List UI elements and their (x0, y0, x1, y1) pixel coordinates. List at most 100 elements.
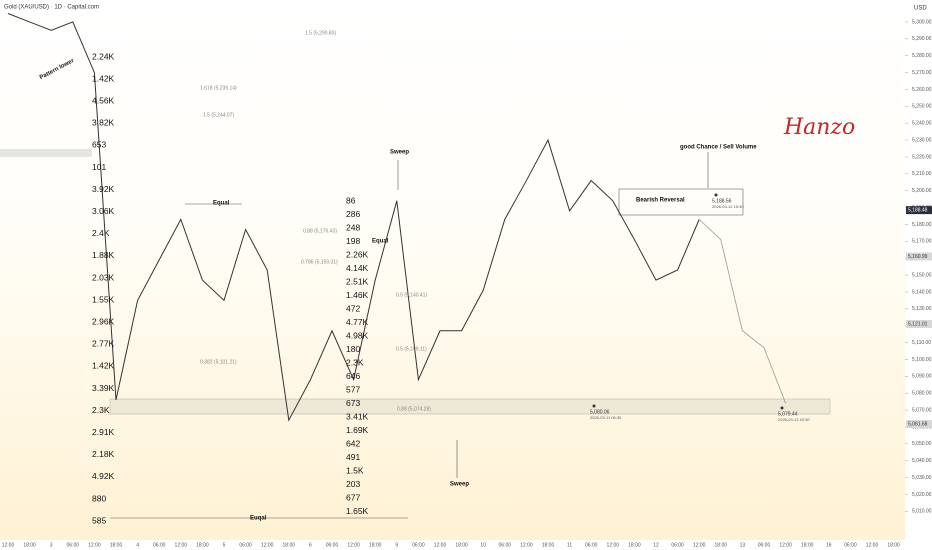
y-tick-label: 5,270.00 (912, 70, 932, 76)
x-tick-label: 10 (480, 542, 486, 548)
volume-label: 4.77K (346, 317, 369, 327)
point-marker (780, 406, 784, 410)
volume-label: 2.77K (92, 339, 115, 349)
reversal-box (618, 188, 744, 216)
annotation: 0.382 (5,101.21) (200, 359, 237, 365)
volume-label: 472 (346, 303, 360, 313)
x-tick-label: 18:00 (369, 542, 382, 548)
y-tick-label: 5,170.00 (912, 239, 932, 245)
y-tick-label: 5,200.00 (912, 188, 932, 194)
x-tick-label: 12 (653, 542, 659, 548)
price-label: 5,188.48 (908, 207, 928, 213)
price-label-box (906, 252, 932, 261)
volume-label: 2.4K (92, 228, 110, 238)
volume-label: 1.69K (346, 425, 369, 435)
y-tick-label: 5,080.00 (912, 391, 932, 397)
x-tick-label: 18:00 (23, 542, 36, 548)
volume-label: 86 (346, 195, 356, 205)
point-date: 2026-03-11 06:30 (590, 415, 622, 420)
y-tick-label: 5,070.00 (912, 407, 932, 413)
x-tick-label: 06:00 (499, 542, 512, 548)
volume-label: 180 (346, 344, 360, 354)
y-tick-label: 5,250.00 (912, 104, 932, 110)
annotation: 1.618 (5,239.14) (200, 85, 237, 91)
volume-label: 4.56K (92, 95, 115, 105)
price-label-box (906, 319, 932, 328)
x-tick-label: 12:00 (175, 542, 188, 548)
volume-label: 1.55K (92, 294, 115, 304)
y-tick-label: 5,240.00 (912, 121, 932, 127)
y-tick-label: 5,180.00 (912, 222, 932, 228)
price-line (698, 219, 786, 404)
x-tick-label: 5 (223, 542, 226, 548)
x-tick-label: 12:00 (866, 542, 879, 548)
x-tick-label: 18:00 (455, 542, 468, 548)
price-label: 5,160.99 (908, 254, 928, 260)
y-tick-label: 5,300.00 (912, 19, 932, 25)
x-tick-label: 18:00 (887, 542, 900, 548)
x-tick-label: 12:00 (693, 542, 706, 548)
chart-title: Gold (XAU/USD) · 1D · Capital.com (4, 5, 99, 11)
annotation: 0.786 (5,159.31) (301, 259, 338, 265)
price-label-box (906, 206, 932, 215)
y-tick-label: 5,220.00 (912, 154, 932, 160)
volume-label: 577 (346, 384, 360, 394)
x-tick-label: 18:00 (542, 542, 555, 548)
volume-label: 2.51K (346, 276, 369, 286)
x-tick-label: 06:00 (67, 542, 80, 548)
y-tick-label: 5,110.00 (912, 340, 931, 346)
annotation: good Chance / Sell Volume (680, 145, 757, 151)
volume-label: 3.41K (346, 411, 369, 421)
x-tick-label: 12:00 (88, 542, 101, 548)
y-tick-label: 5,280.00 (912, 53, 932, 59)
annotation: Equal (372, 239, 389, 245)
volume-label: 2.3K (346, 357, 364, 367)
volume-label: 2.03K (92, 272, 115, 282)
volume-label: 198 (346, 236, 360, 246)
point-price: 5,188.56 (712, 198, 732, 204)
y-tick-label: 5,290.00 (912, 36, 932, 42)
point-date: 2026-03-13 10:30 (778, 417, 810, 422)
annotation: 0.5 (5,109.11) (396, 346, 427, 352)
y-tick-label: 5,050.00 (912, 441, 932, 447)
x-tick-label: 18:00 (715, 542, 728, 548)
annotation: 0.88 (5,176.43) (303, 228, 337, 234)
volume-label: 3.92K (92, 184, 115, 194)
y-tick-label: 5,020.00 (912, 492, 932, 498)
volume-label: 248 (346, 222, 360, 232)
x-tick-label: 06:00 (844, 542, 857, 548)
annotation: 0.88 (5,074.28) (397, 406, 431, 412)
y-tick-label: 5,100.00 (912, 357, 932, 363)
volume-label: 677 (346, 492, 360, 502)
volume-label: 653 (92, 140, 106, 150)
price-axis-bg (905, 0, 932, 550)
x-tick-label: 9 (395, 542, 398, 548)
volume-label: 101 (92, 162, 106, 172)
annotation: 0.5 (5,140.41) (396, 292, 427, 298)
annotation: Equal (213, 201, 230, 207)
x-tick-label: 18:00 (110, 542, 123, 548)
volume-label: 286 (346, 209, 360, 219)
point-date: 2026-03-12 15:30 (712, 204, 744, 209)
volume-label: 1.5K (346, 465, 364, 475)
x-tick-label: 06:00 (412, 542, 425, 548)
y-tick-label: 5,230.00 (912, 137, 932, 143)
volume-label: 491 (346, 452, 360, 462)
annotation: Pattern lower (39, 58, 76, 81)
price-label: 5,061.68 (908, 421, 928, 427)
volume-label: 4.14K (346, 263, 369, 273)
volume-label: 2.3K (92, 405, 110, 415)
volume-label: 3.82K (92, 118, 115, 128)
price-line (7, 13, 700, 422)
annotation: Sweep (390, 150, 409, 156)
point-marker (714, 193, 718, 197)
volume-label: 585 (92, 515, 106, 525)
x-tick-label: 12:00 (434, 542, 447, 548)
volume-label: 673 (346, 398, 360, 408)
annotation: Bearish Reversal (636, 198, 685, 204)
zone (0, 149, 92, 157)
x-tick-label: 12:00 (261, 542, 274, 548)
x-tick-label: 06:00 (585, 542, 598, 548)
x-tick-label: 4 (136, 542, 139, 548)
